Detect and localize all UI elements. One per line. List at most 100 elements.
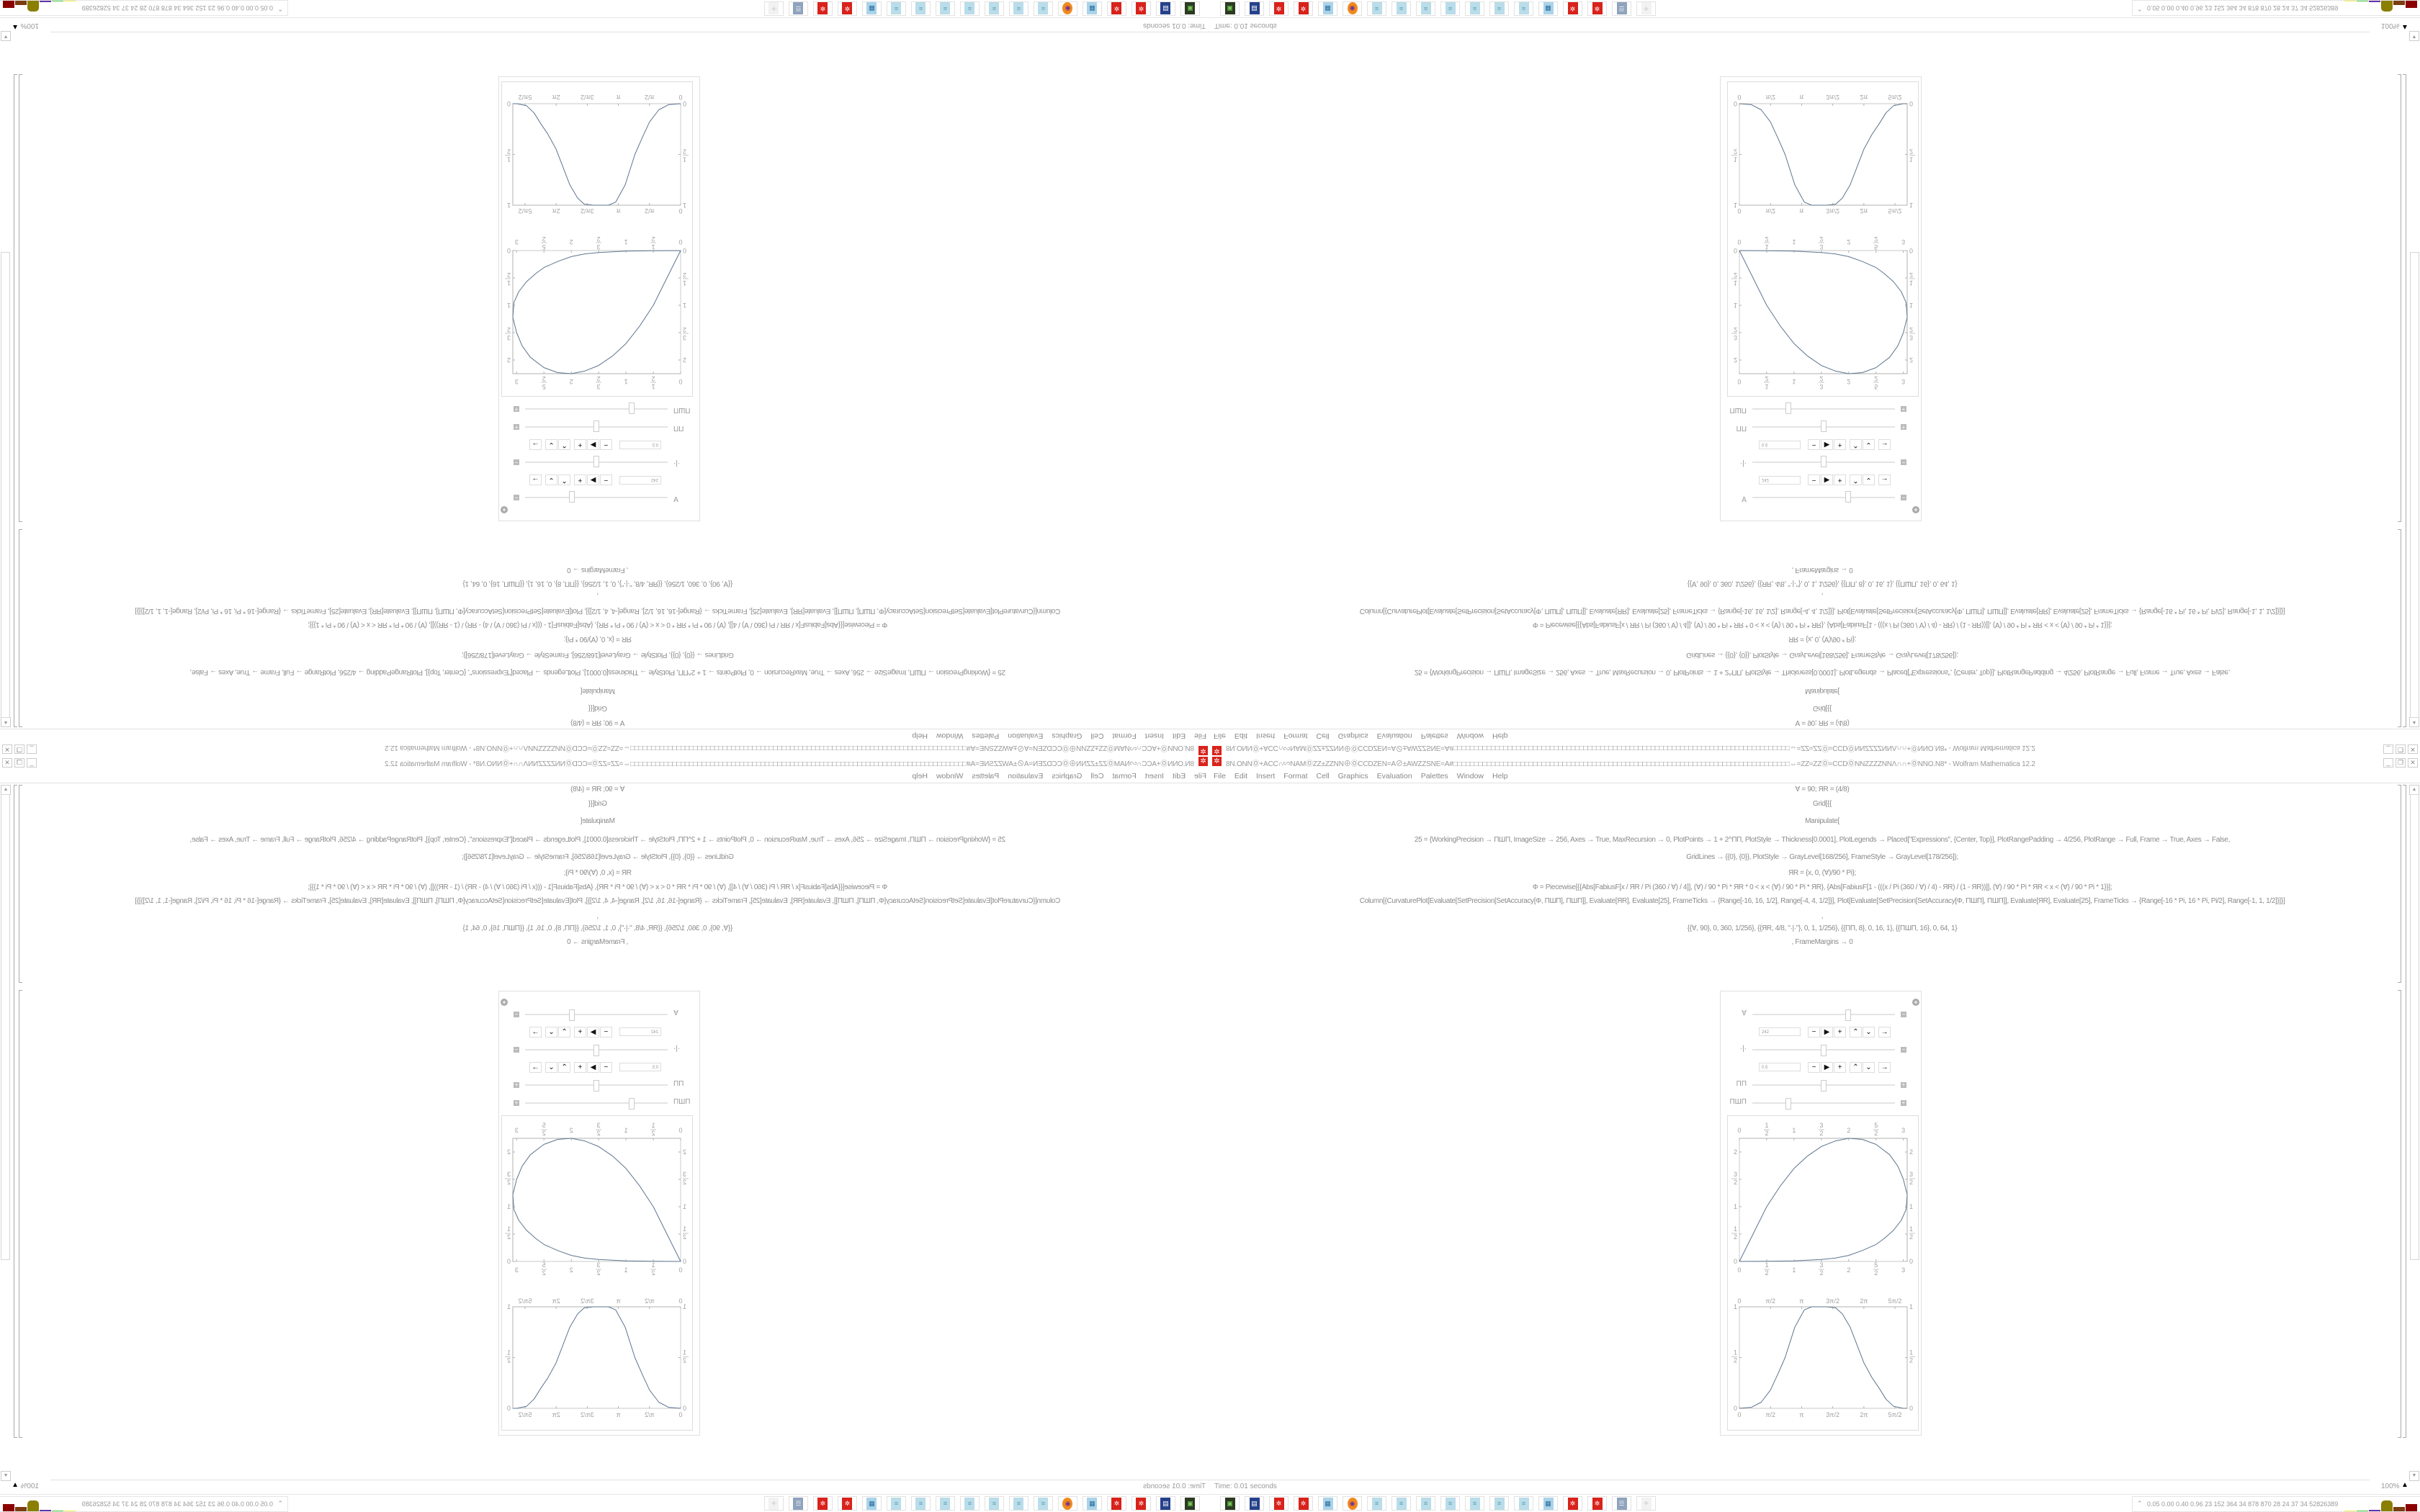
menu-edit[interactable]: Edit [1172, 772, 1186, 780]
minimize-button[interactable]: _ [27, 758, 37, 768]
faster-button[interactable]: ⌃ [1850, 439, 1862, 450]
slower-button[interactable]: ⌄ [1863, 1027, 1875, 1038]
taskbar-button-wolfram[interactable]: ✲ [813, 1496, 833, 1511]
faster-button[interactable]: ⌃ [558, 1027, 570, 1038]
close-button[interactable]: ✕ [2, 758, 12, 768]
taskbar-button-firefox[interactable]: ◉ [1343, 1496, 1362, 1511]
taskbar-button-firefox[interactable]: ◉ [1343, 1, 1362, 16]
vertical-scrollbar-thumb[interactable] [2410, 252, 2419, 718]
group-cell-bracket[interactable] [14, 785, 17, 1438]
play-button[interactable]: ▶ [1821, 474, 1833, 485]
direction-button[interactable]: → [1878, 474, 1891, 485]
taskbar-button-calculator[interactable]: ▦ [1318, 1, 1337, 16]
scroll-down-button[interactable]: ▼ [1, 31, 11, 41]
menu-edit[interactable]: Edit [1234, 732, 1248, 740]
menu-file[interactable]: File [1194, 732, 1206, 740]
direction-button[interactable]: → [1878, 1027, 1891, 1038]
collapse-minus-icon[interactable]: − [514, 1011, 519, 1017]
taskbar-button-notepad[interactable]: ≡ [887, 1, 906, 16]
direction-button[interactable]: → [529, 439, 542, 450]
taskbar-button-wolfram[interactable]: ✲ [1294, 1, 1313, 16]
menu-edit[interactable]: Edit [1172, 732, 1186, 740]
expand-plus-icon[interactable]: + [1901, 406, 1906, 413]
output-cell-bracket[interactable] [19, 990, 22, 1438]
zoom-level[interactable]: 100% [20, 1482, 39, 1490]
play-button[interactable]: ▶ [587, 439, 599, 450]
play-button[interactable]: ▶ [587, 1027, 599, 1038]
menu-help[interactable]: Help [912, 772, 928, 780]
decrement-button[interactable]: − [600, 1062, 612, 1073]
slider-r[interactable] [525, 456, 668, 467]
zoom-menu-triangle-icon[interactable]: ▲ [2401, 23, 2408, 31]
taskbar-button-notepad[interactable]: ≡ [985, 1496, 1004, 1511]
decrement-button[interactable]: − [600, 474, 612, 485]
close-button[interactable]: ✕ [2408, 758, 2418, 768]
group-cell-bracket[interactable] [2403, 785, 2406, 1438]
direction-button[interactable]: → [529, 474, 542, 485]
value-input-a[interactable]: 242 [1759, 1027, 1801, 1036]
menu-evaluation[interactable]: Evaluation [1376, 732, 1412, 740]
value-input-a[interactable]: 242 [619, 476, 661, 485]
taskbar-button-scroll[interactable]: ☰ [789, 1496, 808, 1511]
faster-button[interactable]: ⌃ [1850, 1062, 1862, 1073]
value-input-a[interactable]: 242 [619, 1027, 661, 1036]
taskbar-button-wolfram[interactable]: ✲ [838, 1496, 857, 1511]
value-input-a[interactable]: 242 [1759, 476, 1801, 485]
taskbar-button-notepad[interactable]: ≡ [1514, 1, 1533, 16]
taskbar-button-scroll[interactable]: ☰ [1612, 1496, 1631, 1511]
decrement-button[interactable]: − [1808, 474, 1820, 485]
direction-button[interactable]: → [1878, 1062, 1891, 1073]
taskbar-button-scroll[interactable]: ☰ [1612, 1, 1631, 16]
restore-button[interactable]: ❐ [14, 758, 24, 768]
play-button[interactable]: ▶ [587, 1062, 599, 1073]
faster-button[interactable]: ⌃ [558, 439, 570, 450]
slower-button[interactable]: ⌄ [545, 439, 557, 450]
taskbar-button-wolfram[interactable]: ✲ [1563, 1, 1582, 16]
decrement-button[interactable]: − [1808, 1062, 1820, 1073]
faster-button[interactable]: ⌃ [1850, 474, 1862, 485]
taskbar-button-notepad[interactable]: ≡ [1009, 1496, 1028, 1511]
options-plus-icon[interactable]: + [501, 999, 508, 1006]
increment-button[interactable]: + [574, 1062, 586, 1073]
slider-thumb[interactable] [593, 1080, 599, 1092]
collapse-minus-icon[interactable]: − [1901, 1046, 1906, 1053]
increment-button[interactable]: + [574, 474, 586, 485]
zoom-level[interactable]: 100% [20, 22, 39, 30]
output-cell-bracket[interactable] [2398, 990, 2401, 1438]
collapse-minus-icon[interactable]: − [1901, 495, 1906, 501]
tray-expand-icon[interactable]: ⌃ [2137, 1500, 2143, 1507]
taskbar-button-notepad[interactable]: ≡ [1034, 1496, 1053, 1511]
slower-button[interactable]: ⌄ [1863, 474, 1875, 485]
slider-thumb[interactable] [1845, 491, 1852, 503]
menu-insert[interactable]: Insert [1256, 732, 1276, 740]
slower-button[interactable]: ⌄ [1863, 1062, 1875, 1073]
vertical-scrollbar-thumb[interactable] [1, 252, 10, 718]
taskbar-button-faded-app[interactable]: ✈ [764, 1496, 784, 1511]
expand-plus-icon[interactable]: + [514, 1081, 519, 1088]
increment-button[interactable]: + [1834, 439, 1846, 450]
menu-cell[interactable]: Cell [1090, 732, 1104, 740]
menu-window[interactable]: Window [936, 732, 964, 740]
zoom-menu-triangle-icon[interactable]: ▲ [2401, 1481, 2408, 1489]
decrement-button[interactable]: − [1808, 439, 1820, 450]
menu-insert[interactable]: Insert [1144, 732, 1164, 740]
taskbar-button-notepad[interactable]: ≡ [1034, 1, 1053, 16]
taskbar-button-terminal[interactable]: ▣ [1180, 1, 1200, 16]
menu-file[interactable]: File [1214, 732, 1226, 740]
collapse-minus-icon[interactable]: − [514, 1046, 519, 1053]
slider-r[interactable] [1752, 1045, 1895, 1056]
play-button[interactable]: ▶ [1821, 1062, 1833, 1073]
taskbar-button-notepad[interactable]: ≡ [936, 1, 955, 16]
scroll-up-button[interactable]: ▲ [1, 717, 11, 727]
slider-pp[interactable] [525, 420, 668, 432]
slider-a[interactable] [1752, 1009, 1895, 1021]
output-cell-bracket[interactable] [19, 74, 22, 522]
slider-pp[interactable] [525, 1080, 668, 1092]
taskbar-button-notepad[interactable]: ≡ [1416, 1496, 1435, 1511]
collapse-minus-icon[interactable]: − [1901, 1011, 1906, 1017]
minimize-button[interactable]: _ [2383, 758, 2393, 768]
collapse-minus-icon[interactable]: − [514, 495, 519, 501]
options-plus-icon[interactable]: + [1912, 506, 1919, 513]
direction-button[interactable]: → [529, 1062, 542, 1073]
taskbar-button-faded-app[interactable]: ✈ [764, 1, 784, 16]
